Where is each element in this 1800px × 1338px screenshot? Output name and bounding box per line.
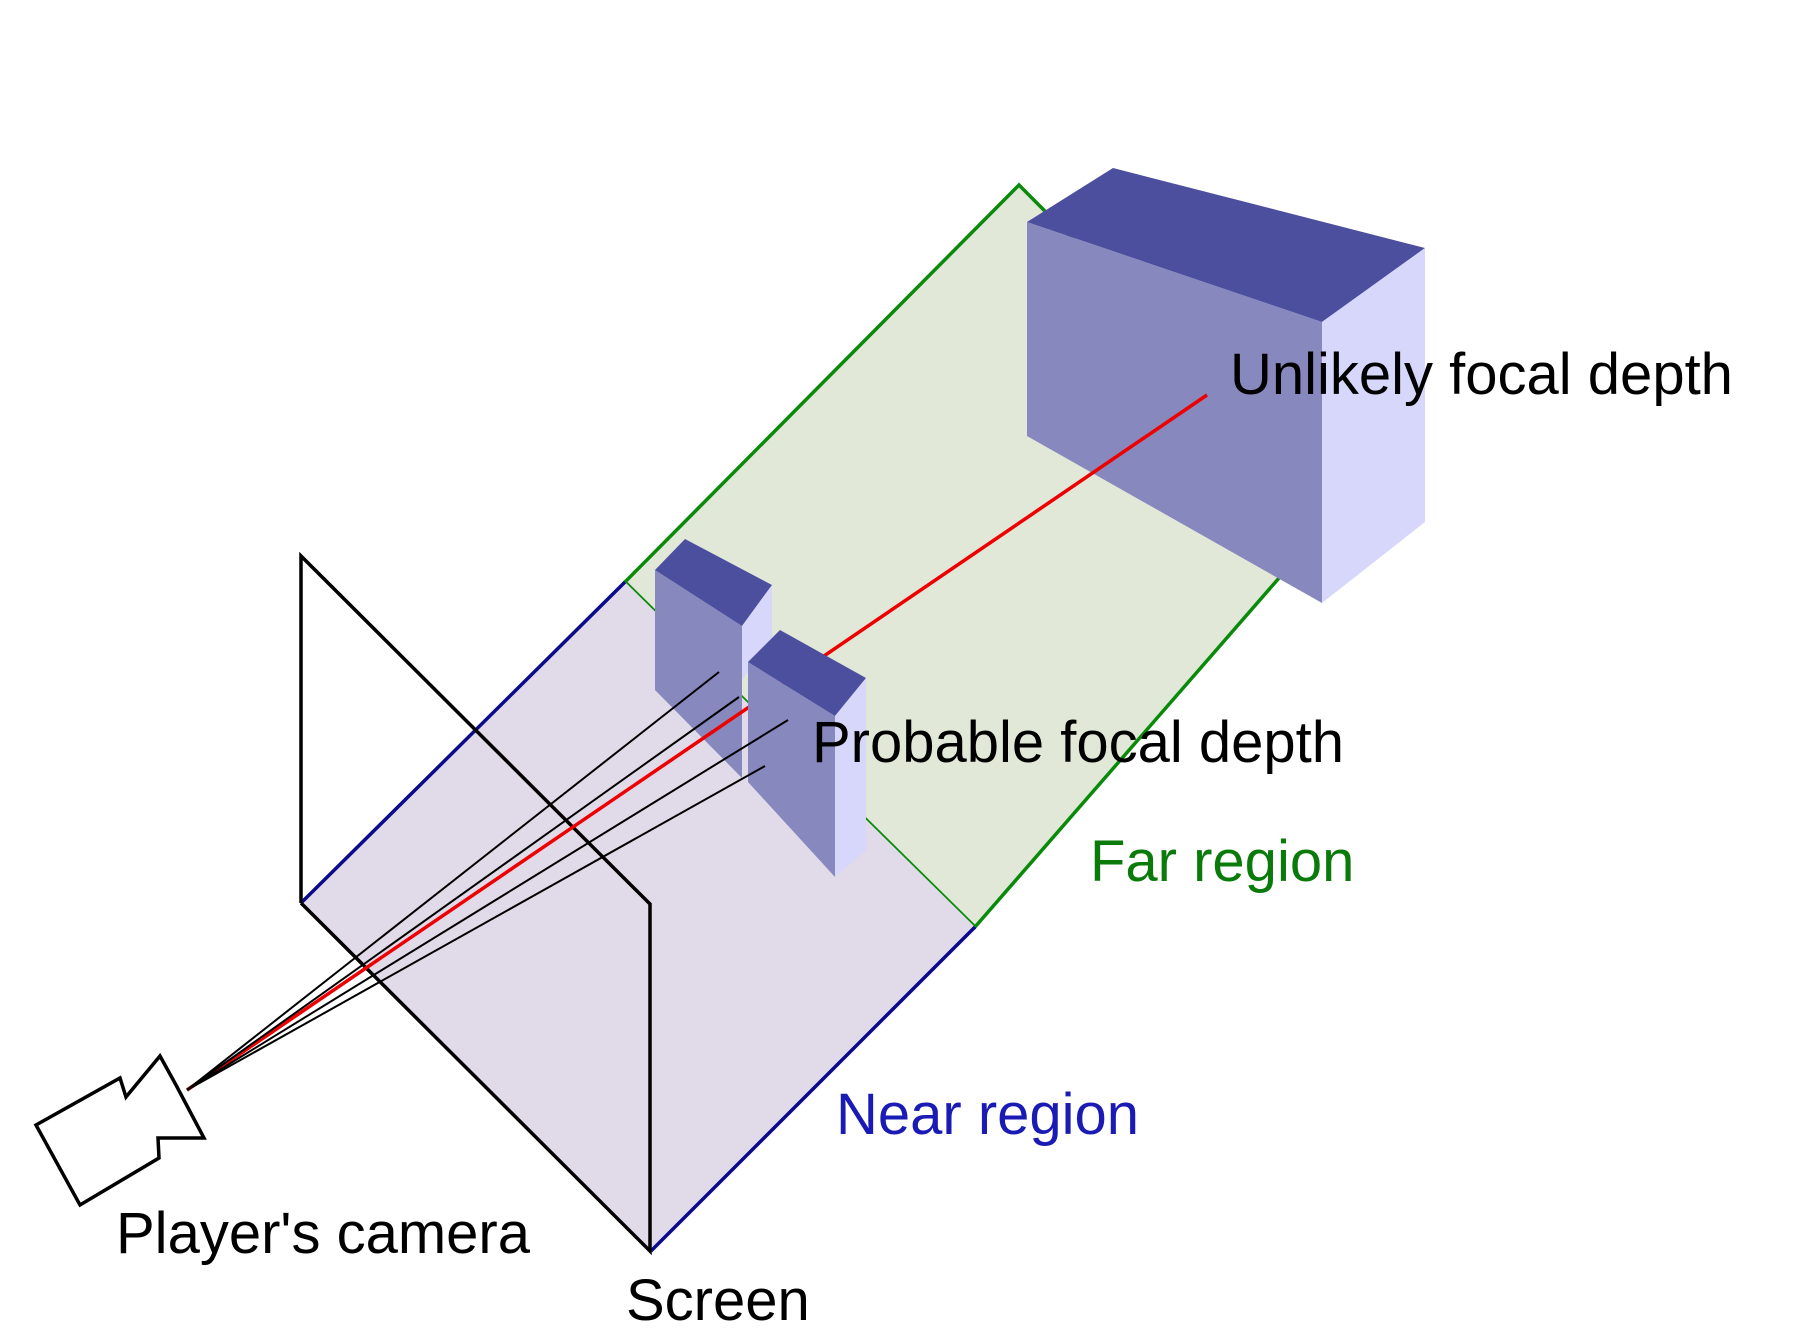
near-object-back-side — [742, 585, 772, 680]
unlikely-focal-depth-label: Unlikely focal depth — [1230, 342, 1733, 407]
near-object-front-top — [748, 630, 866, 716]
camera-icon — [33, 1052, 207, 1208]
near-object-front — [748, 630, 866, 877]
far-object-front — [1027, 222, 1322, 603]
near-region-right-edge — [649, 925, 977, 1253]
near-region-left-edge — [299, 580, 627, 905]
far-object-top — [1027, 168, 1425, 322]
players-camera-label: Player's camera — [116, 1201, 531, 1266]
near-object-front-side — [835, 678, 866, 877]
screen-frame — [299, 551, 652, 1256]
near-region-plane — [301, 582, 975, 1251]
near-object-back-top — [655, 539, 772, 626]
near-object-front-front — [748, 662, 835, 877]
far-object-side — [1322, 248, 1425, 603]
sight-line — [186, 671, 720, 1091]
focal-ray — [186, 393, 1208, 1092]
far-object — [1027, 168, 1425, 603]
sight-line — [186, 696, 740, 1091]
far-region-label: Far region — [1090, 829, 1354, 894]
probable-focal-depth-label: Probable focal depth — [812, 710, 1344, 775]
near-region-label: Near region — [836, 1082, 1139, 1147]
screen-label: Screen — [626, 1268, 810, 1333]
sight-line — [186, 719, 789, 1091]
sight-lines — [186, 671, 789, 1091]
sight-line — [186, 765, 766, 1091]
